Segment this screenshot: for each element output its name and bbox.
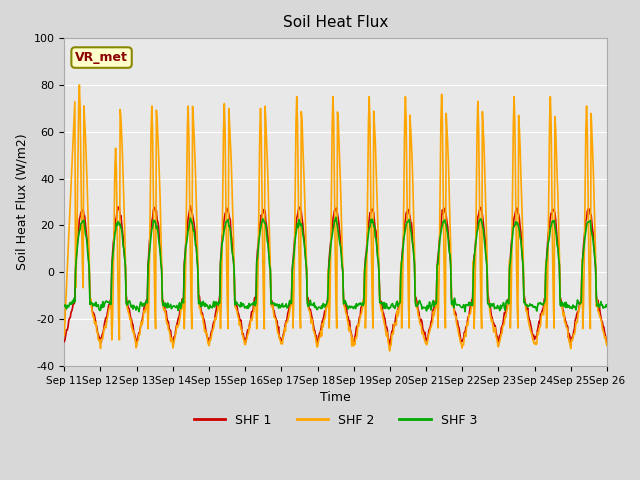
Title: Soil Heat Flux: Soil Heat Flux [283,15,388,30]
X-axis label: Time: Time [320,391,351,404]
Text: VR_met: VR_met [75,51,128,64]
Legend: SHF 1, SHF 2, SHF 3: SHF 1, SHF 2, SHF 3 [189,409,482,432]
Y-axis label: Soil Heat Flux (W/m2): Soil Heat Flux (W/m2) [15,134,28,270]
